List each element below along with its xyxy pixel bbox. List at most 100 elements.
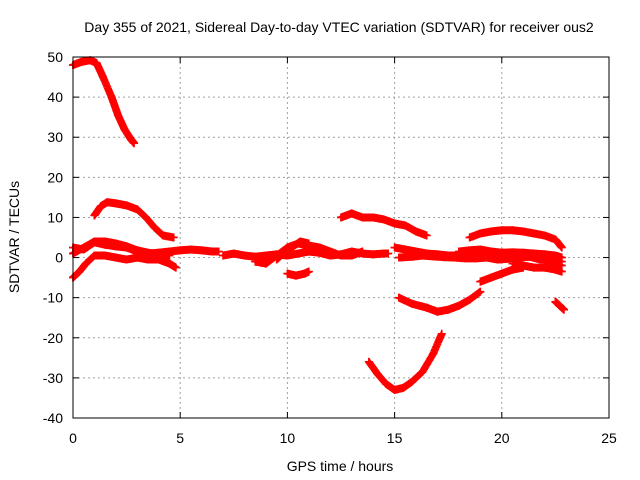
data-point	[296, 237, 305, 246]
data-point	[384, 249, 393, 258]
data-point	[465, 295, 474, 304]
data-point	[107, 93, 116, 102]
data-point	[337, 251, 345, 260]
data-point	[476, 277, 485, 286]
series-arc-15	[465, 226, 566, 252]
y-tick-label: -20	[43, 330, 63, 346]
data-point	[283, 269, 292, 278]
grid-lines	[73, 57, 609, 418]
chart-title: Day 355 of 2021, Sidereal Day-to-day VTE…	[84, 19, 594, 35]
series-arc-13	[364, 329, 446, 394]
y-tick-label: -10	[43, 290, 63, 306]
data-point	[407, 299, 416, 308]
data-point	[337, 213, 345, 222]
data-point	[433, 307, 442, 316]
data-point	[555, 301, 564, 310]
data-point	[90, 211, 99, 220]
x-tick-label: 10	[280, 430, 296, 446]
data-point	[251, 257, 260, 266]
axis-ticks: 0 5 10 15 20 25 -40 -30 -20 -10 0 10 20 30 40 50	[43, 49, 617, 446]
data-point	[497, 248, 506, 257]
data-point	[379, 215, 388, 224]
data-point	[111, 253, 120, 262]
data-point	[529, 251, 538, 260]
data-point	[214, 247, 223, 256]
data-point	[476, 229, 485, 238]
data-point	[229, 249, 238, 258]
data-point	[364, 357, 373, 366]
data-point	[150, 223, 159, 232]
data-point	[326, 247, 335, 256]
y-tick-label: 30	[47, 129, 63, 145]
data-point	[519, 227, 528, 236]
x-tick-label: 0	[69, 430, 77, 446]
data-point	[422, 303, 431, 312]
data-point	[407, 252, 416, 261]
data-point	[133, 253, 142, 262]
data-point	[401, 245, 410, 254]
data-point	[508, 226, 517, 235]
series-arc-2	[90, 198, 178, 242]
data-point	[169, 233, 178, 242]
data-point	[444, 305, 453, 314]
data-point	[122, 255, 131, 264]
y-tick-label: 0	[55, 250, 63, 266]
y-tick-label: 50	[47, 49, 63, 65]
data-point	[86, 56, 95, 65]
data-point	[154, 250, 163, 259]
y-tick-label: 20	[47, 169, 63, 185]
data-point	[261, 251, 270, 260]
data-point	[493, 255, 502, 264]
data-point	[401, 221, 410, 230]
x-tick-label: 5	[176, 430, 184, 446]
data-point	[373, 369, 382, 378]
data-point	[454, 301, 463, 310]
data-point	[519, 261, 528, 270]
data-point	[412, 227, 421, 236]
series-arc-10	[337, 209, 431, 240]
data-point	[287, 243, 296, 252]
data-point	[165, 251, 174, 260]
series-trace	[69, 56, 138, 147]
data-point	[559, 305, 568, 314]
series-arc-8	[272, 237, 313, 264]
data-point	[418, 367, 427, 376]
data-point	[141, 213, 150, 222]
data-point	[79, 243, 88, 252]
data-point	[122, 242, 131, 251]
data-point	[557, 243, 566, 252]
data-point	[476, 287, 485, 296]
data-point	[81, 259, 90, 268]
data-point	[114, 111, 123, 120]
data-point	[219, 251, 228, 260]
series-arc-14	[394, 287, 485, 316]
data-point	[390, 219, 399, 228]
series-arc-6	[219, 247, 393, 261]
data-point	[165, 259, 174, 268]
y-tick-label: 10	[47, 209, 63, 225]
y-axis-label: SDTVAR / TECUs	[6, 181, 22, 293]
data-point	[487, 227, 496, 236]
data-point	[399, 383, 408, 392]
data-point	[300, 269, 309, 278]
data-points	[69, 56, 568, 394]
data-point	[369, 250, 378, 259]
data-point	[450, 253, 459, 262]
data-point	[487, 273, 496, 282]
data-point	[418, 251, 427, 260]
data-point	[551, 297, 560, 306]
data-point	[540, 263, 549, 272]
data-point	[472, 254, 481, 263]
data-point	[279, 249, 288, 258]
data-point	[101, 237, 110, 246]
data-point	[437, 329, 446, 338]
data-point	[487, 247, 496, 256]
data-point	[304, 239, 313, 248]
data-point	[390, 385, 399, 394]
data-point	[551, 259, 560, 268]
data-point	[508, 249, 517, 258]
x-tick-label: 20	[494, 430, 510, 446]
data-point	[476, 245, 485, 254]
series-trace	[364, 331, 446, 394]
data-point	[99, 73, 108, 82]
